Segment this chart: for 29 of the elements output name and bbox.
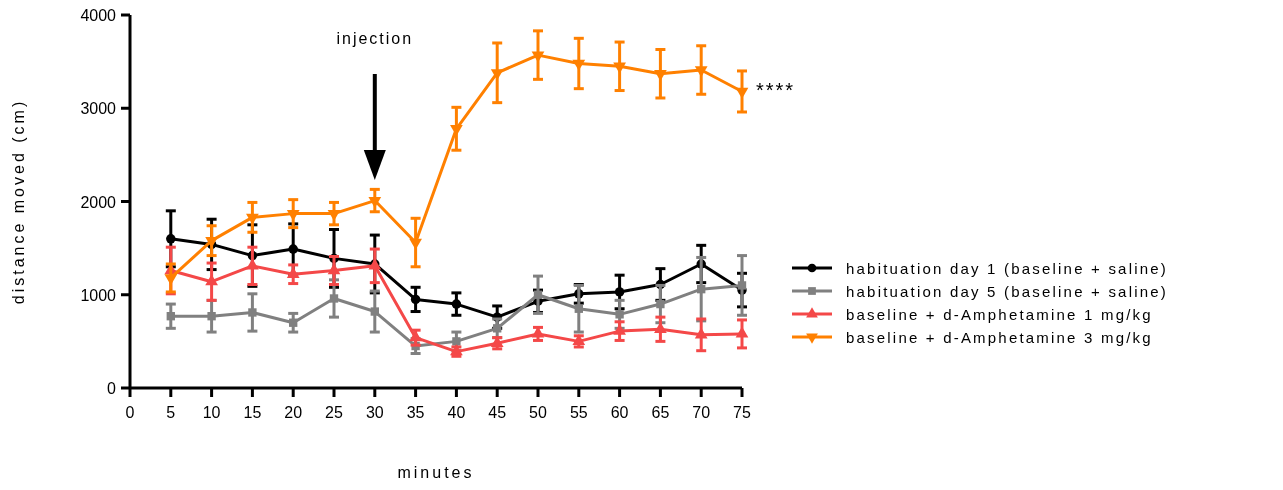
x-tick-label: 30 [365, 404, 384, 421]
x-tick-label: 15 [243, 404, 262, 421]
x-tick-label: 60 [610, 404, 629, 421]
x-tick-label: 5 [166, 404, 176, 421]
x-tick-label: 20 [284, 404, 303, 421]
x-tick-label: 45 [488, 404, 507, 421]
y-tick-label: 1000 [80, 286, 117, 304]
y-tick-label: 4000 [80, 7, 117, 24]
annotation: injection [336, 30, 414, 47]
y-axis-title: distance moved (cm) [10, 98, 27, 305]
legend-label: habituation day 1 (baseline + saline) [846, 260, 1168, 277]
y-tick-label: 2000 [80, 193, 117, 211]
x-tick-label: 55 [569, 404, 588, 421]
y-tick-label: 3000 [80, 100, 117, 118]
y-tick-label: 0 [107, 380, 117, 397]
x-tick-label: 70 [692, 404, 711, 421]
x-tick-label: 65 [651, 404, 670, 421]
x-tick-label: 50 [529, 404, 547, 421]
legend-label: baseline + d-Amphetamine 1 mg/kg [846, 306, 1153, 323]
x-tick-label: 40 [447, 404, 466, 421]
legend-label: habituation day 5 (baseline + saline) [846, 283, 1168, 300]
x-tick-label: 25 [325, 404, 343, 421]
x-tick-label: 35 [406, 404, 425, 421]
x-tick-label: 0 [125, 404, 135, 421]
x-tick-label: 75 [733, 404, 751, 421]
x-axis-title: minutes [397, 464, 475, 481]
annotation: **** [756, 79, 796, 102]
legend-label: baseline + d-Amphetamine 3 mg/kg [846, 329, 1153, 346]
x-tick-label: 10 [202, 404, 221, 421]
